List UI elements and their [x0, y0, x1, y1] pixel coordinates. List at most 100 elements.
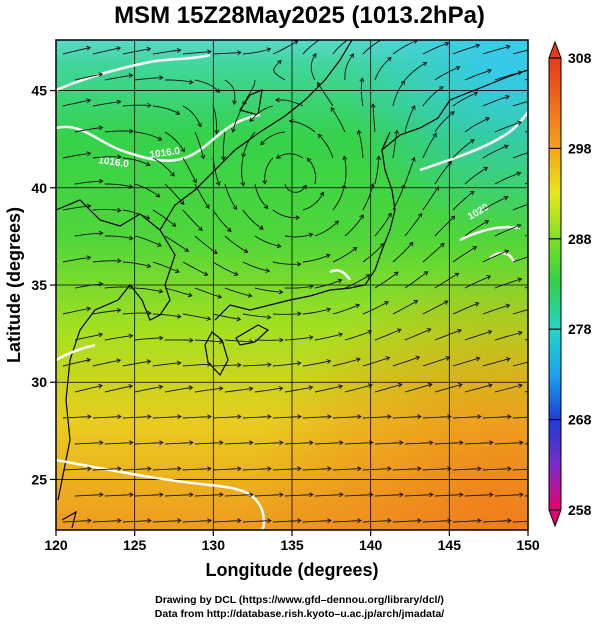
- streamline: [374, 383, 402, 393]
- streamline: [512, 468, 528, 471]
- streamline: [182, 363, 211, 367]
- streamline: [122, 360, 151, 367]
- streamline: [122, 416, 151, 419]
- streamline-arrowhead: [171, 222, 177, 227]
- streamline: [194, 287, 222, 298]
- streamline-arrowhead: [339, 492, 344, 498]
- streamline: [524, 182, 528, 185]
- streamline: [362, 468, 391, 471]
- streamline: [404, 383, 432, 393]
- streamline: [494, 278, 522, 289]
- streamline-arrowhead: [302, 184, 307, 190]
- streamline-arrowhead: [266, 47, 272, 53]
- streamline: [362, 40, 382, 55]
- streamline-arrowhead: [243, 248, 249, 253]
- streamline: [374, 328, 401, 341]
- streamline: [284, 183, 307, 193]
- streamline: [464, 442, 493, 445]
- streamline-arrowhead: [98, 383, 103, 389]
- colorbar-min-arrow: [548, 509, 562, 528]
- data-credit: Data from http://database.rish.kyoto–u.a…: [154, 608, 445, 620]
- streamline-arrowhead: [536, 148, 540, 152]
- streamline: [92, 209, 121, 212]
- streamline-arrowhead: [203, 271, 209, 276]
- streamline: [332, 247, 357, 263]
- streamline: [194, 183, 210, 209]
- streamline-arrowhead: [116, 358, 122, 364]
- streamline-arrowhead: [276, 243, 282, 249]
- colorbar: 308 298 288 278 268 258: [548, 40, 592, 528]
- streamline-arrowhead: [370, 103, 376, 108]
- streamline-arrowhead: [146, 46, 152, 52]
- streamline: [302, 520, 331, 523]
- streamline: [62, 99, 91, 107]
- streamline: [512, 256, 528, 263]
- streamline-arrowhead: [537, 467, 541, 471]
- streamline-arrowhead: [484, 220, 490, 225]
- streamline: [374, 271, 399, 289]
- streamline-arrowhead: [278, 289, 284, 295]
- drawing-credit: Drawing by DCL (https://www.gfd–dennou.o…: [155, 594, 444, 606]
- streamline-arrowhead: [117, 154, 122, 160]
- streamline-arrowhead: [367, 329, 373, 335]
- streamline-arrowhead: [400, 80, 406, 85]
- streamline: [314, 279, 342, 289]
- streamline: [134, 386, 163, 393]
- streamline-arrowhead: [505, 303, 511, 309]
- streamline: [212, 209, 232, 232]
- streamline: [317, 82, 334, 107]
- streamline-arrowhead: [369, 440, 374, 446]
- streamline-arrowhead: [450, 111, 455, 116]
- streamline: [254, 183, 269, 209]
- streamline: [62, 416, 91, 419]
- streamline-arrowhead: [517, 70, 523, 76]
- streamline: [494, 121, 522, 133]
- streamline: [332, 358, 361, 367]
- streamline: [152, 416, 181, 419]
- streamline-arrowhead: [265, 268, 271, 273]
- streamline: [272, 468, 301, 471]
- streamline: [212, 261, 238, 276]
- streamline: [392, 356, 420, 367]
- streamline: [62, 520, 91, 523]
- streamline-arrowhead: [176, 47, 182, 53]
- streamline-arrowhead: [396, 328, 402, 333]
- streamline: [122, 48, 151, 55]
- colorbar-tick-label: 258: [568, 502, 592, 518]
- streamline-arrowhead: [219, 492, 224, 498]
- streamline: [62, 152, 91, 159]
- streamline: [434, 494, 463, 497]
- streamline: [392, 520, 421, 523]
- streamline-arrowhead: [241, 153, 247, 158]
- streamline-arrowhead: [352, 246, 358, 252]
- streamline: [344, 384, 373, 393]
- streamline: [182, 157, 197, 183]
- streamline-arrowhead: [184, 247, 190, 252]
- colorbar-max-arrow: [548, 40, 562, 59]
- streamline-arrowhead: [536, 252, 540, 256]
- streamline-arrowhead: [518, 383, 523, 389]
- streamline: [212, 105, 218, 134]
- streamline-arrowhead: [339, 440, 344, 446]
- streamline-arrowhead: [212, 249, 218, 254]
- streamline-arrowhead: [357, 414, 362, 420]
- streamline: [164, 339, 193, 341]
- streamline-arrowhead: [146, 263, 152, 269]
- streamline: [182, 416, 211, 419]
- streamline-arrowhead: [279, 337, 284, 343]
- streamline-arrowhead: [207, 518, 212, 524]
- streamline: [224, 79, 236, 105]
- streamline: [302, 192, 324, 211]
- streamline-arrowhead: [447, 160, 452, 166]
- streamline-arrowhead: [207, 361, 212, 367]
- streamline: [392, 242, 414, 263]
- streamline-arrowhead: [267, 414, 272, 420]
- streamline: [452, 91, 478, 107]
- streamline-arrowhead: [427, 382, 433, 388]
- streamline-arrowhead: [86, 98, 92, 104]
- streamline: [152, 468, 181, 471]
- streamline: [404, 442, 433, 445]
- streamline-arrowhead: [477, 414, 482, 420]
- streamline: [494, 71, 522, 81]
- streamline-arrowhead: [417, 466, 422, 472]
